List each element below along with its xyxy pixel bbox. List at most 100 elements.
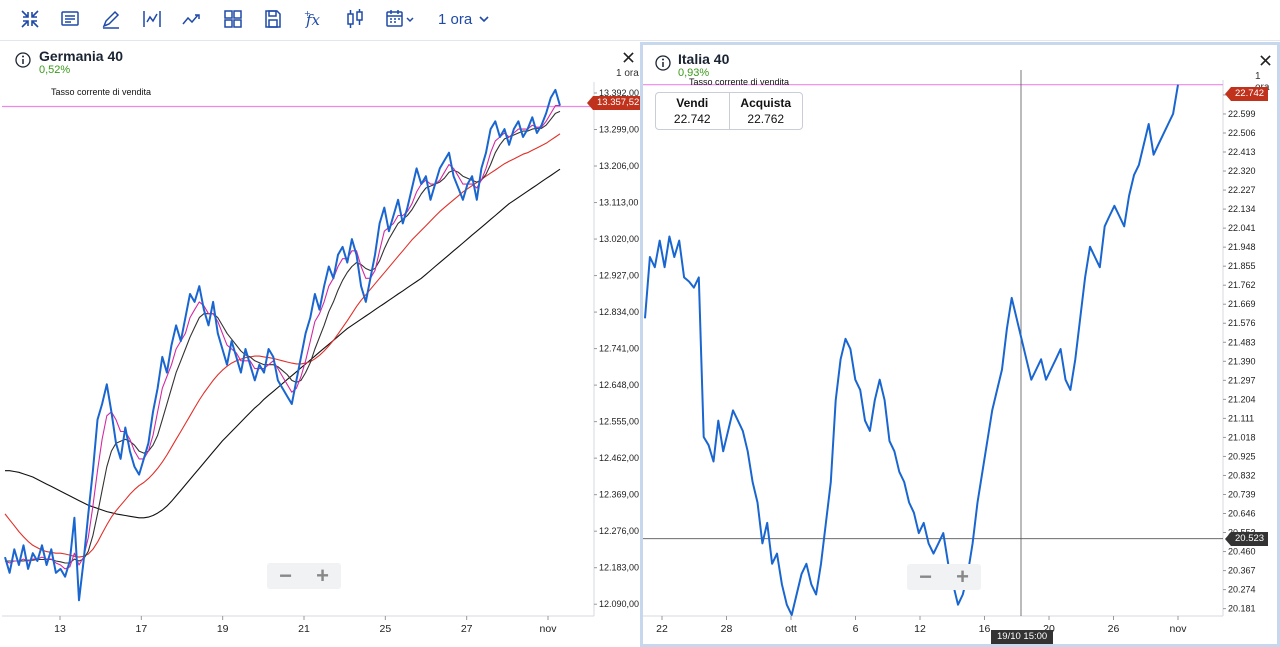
y-tick-label: 21.204 [1228, 394, 1256, 404]
layout-grid-icon[interactable] [219, 6, 247, 32]
y-tick-label: 13.392,00 [599, 88, 639, 98]
x-tick-label: nov [540, 623, 558, 635]
y-tick-label: 12.183,00 [599, 563, 639, 573]
y-tick-label: 21.297 [1228, 375, 1256, 385]
y-tick-label: 20.646 [1228, 509, 1256, 519]
x-tick-label: 21 [298, 623, 310, 635]
change-percent: 0,93% [678, 67, 710, 79]
y-tick-label: 21.018 [1228, 432, 1256, 442]
y-tick-label: 22.506 [1228, 128, 1256, 138]
price-chart[interactable]: 22.69222.59922.50622.41322.32022.22722.1… [643, 45, 1277, 644]
trend-icon[interactable] [178, 6, 206, 32]
y-tick-label: 21.855 [1228, 261, 1256, 271]
series-line-3 [5, 110, 561, 564]
y-tick-label: 12.090,00 [599, 599, 639, 609]
svg-text:fx: fx [305, 11, 321, 29]
y-tick-label: 13.206,00 [599, 161, 639, 171]
collapse-icon[interactable] [16, 6, 44, 32]
chart-panel-germania: Germania 40 0,52% 1 ora 13.392,00 13.299,… [0, 42, 644, 647]
crosshair-time-tag: 19/10 15:00 [991, 630, 1054, 644]
y-tick-label: 13.113,00 [599, 198, 638, 208]
y-tick-label: 20.925 [1228, 451, 1256, 461]
x-tick-label: 26 [1108, 623, 1120, 635]
x-tick-label: 20 [1043, 623, 1055, 635]
y-tick-label: 21.483 [1228, 337, 1256, 347]
svg-text:+: + [304, 9, 311, 18]
ask-label: Acquista [740, 96, 792, 110]
function-icon[interactable]: fx + [300, 6, 328, 32]
y-tick-label: 21.576 [1228, 318, 1256, 328]
crosshair-price-tag: 20.523 [1224, 532, 1269, 546]
x-tick-label: 12 [914, 623, 926, 635]
y-tick-label: 12.462,00 [599, 453, 639, 463]
chart-panel-italia: 22.69222.59922.50622.41322.32022.22722.1… [640, 42, 1280, 647]
y-tick-label: 20.274 [1228, 585, 1256, 595]
y-tick-label: 21.111 [1228, 413, 1254, 423]
chevron-down-icon [479, 16, 489, 23]
draw-icon[interactable] [97, 6, 125, 32]
y-tick-label: 13.299,00 [599, 125, 639, 135]
bid-button[interactable]: Vendi 22.742 [656, 93, 729, 129]
x-tick-label: 25 [379, 623, 391, 635]
instrument-title: Italia 40 [678, 51, 730, 67]
rate-label: Tasso corrente di vendita [51, 87, 152, 97]
zoom-controls: − + [267, 563, 341, 589]
y-tick-label: 21.762 [1228, 280, 1256, 290]
x-tick-label: 19 [217, 623, 229, 635]
chart-toolbar: fx + 1 ora [0, 0, 1280, 41]
ask-value: 22.762 [747, 112, 785, 126]
info-icon[interactable] [15, 52, 31, 68]
x-tick-label: 16 [979, 623, 991, 635]
y-tick-label: 22.599 [1228, 109, 1256, 119]
y-tick-label: 12.276,00 [599, 526, 639, 536]
y-tick-label: 22.041 [1228, 223, 1256, 233]
y-tick-label: 13.020,00 [599, 234, 639, 244]
y-tick-label: 20.832 [1228, 470, 1256, 480]
instrument-title: Germania 40 [39, 48, 124, 64]
series-line-5 [5, 168, 561, 519]
indicator-icon[interactable] [138, 6, 166, 32]
zoom-in-button[interactable]: + [956, 564, 969, 589]
ask-button[interactable]: Acquista 22.762 [728, 93, 803, 129]
change-percent: 0,52% [39, 64, 71, 76]
notes-icon[interactable] [56, 6, 84, 32]
rate-label: Tasso corrente di vendita [689, 77, 790, 87]
save-icon[interactable] [259, 6, 287, 32]
current-price-tag: 22.742 [1224, 87, 1269, 101]
calendar-icon[interactable] [382, 6, 418, 32]
bid-value: 22.742 [673, 112, 711, 126]
y-tick-label: 12.741,00 [599, 344, 639, 354]
bid-label: Vendi [676, 96, 709, 110]
y-tick-label: 20.367 [1228, 566, 1256, 576]
zoom-in-button[interactable]: + [316, 563, 329, 588]
series-line-1 [4, 88, 561, 602]
series-line-4 [4, 133, 561, 558]
series-line-2 [4, 105, 560, 570]
candlestick-icon[interactable] [341, 6, 369, 32]
y-tick-label: 20.181 [1228, 604, 1256, 614]
panel-timeframe: 1 ora [616, 68, 639, 79]
y-tick-label: 22.413 [1228, 147, 1256, 157]
x-tick-label: 17 [135, 623, 147, 635]
zoom-out-button[interactable]: − [919, 564, 932, 589]
close-icon[interactable] [618, 47, 638, 67]
current-price-tag: 13.357,52 [586, 96, 644, 110]
timeframe-select[interactable]: 1 ora [438, 8, 490, 30]
y-tick-label: 12.834,00 [599, 307, 639, 317]
zoom-out-button[interactable]: − [279, 563, 292, 588]
x-tick-label: 22 [656, 623, 668, 635]
y-tick-label: 12.555,00 [599, 417, 639, 427]
y-tick-label: 22.134 [1228, 204, 1256, 214]
close-icon[interactable] [1255, 50, 1275, 70]
y-tick-label: 20.460 [1228, 547, 1256, 557]
series-line-1 [644, 84, 1179, 616]
bid-ask-box: Vendi 22.742 Acquista 22.762 [655, 92, 803, 130]
x-tick-label: 27 [461, 623, 473, 635]
price-chart[interactable]: 13.392,00 13.299,00 13.206,00 13.113,00 13.0… [0, 42, 640, 647]
info-icon[interactable] [655, 55, 671, 71]
y-tick-label: 21.669 [1228, 299, 1256, 309]
y-tick-label: 12.369,00 [599, 490, 639, 500]
y-tick-label: 21.948 [1228, 242, 1256, 252]
y-tick-label: 21.390 [1228, 356, 1256, 366]
x-tick-label: nov [1170, 623, 1188, 635]
